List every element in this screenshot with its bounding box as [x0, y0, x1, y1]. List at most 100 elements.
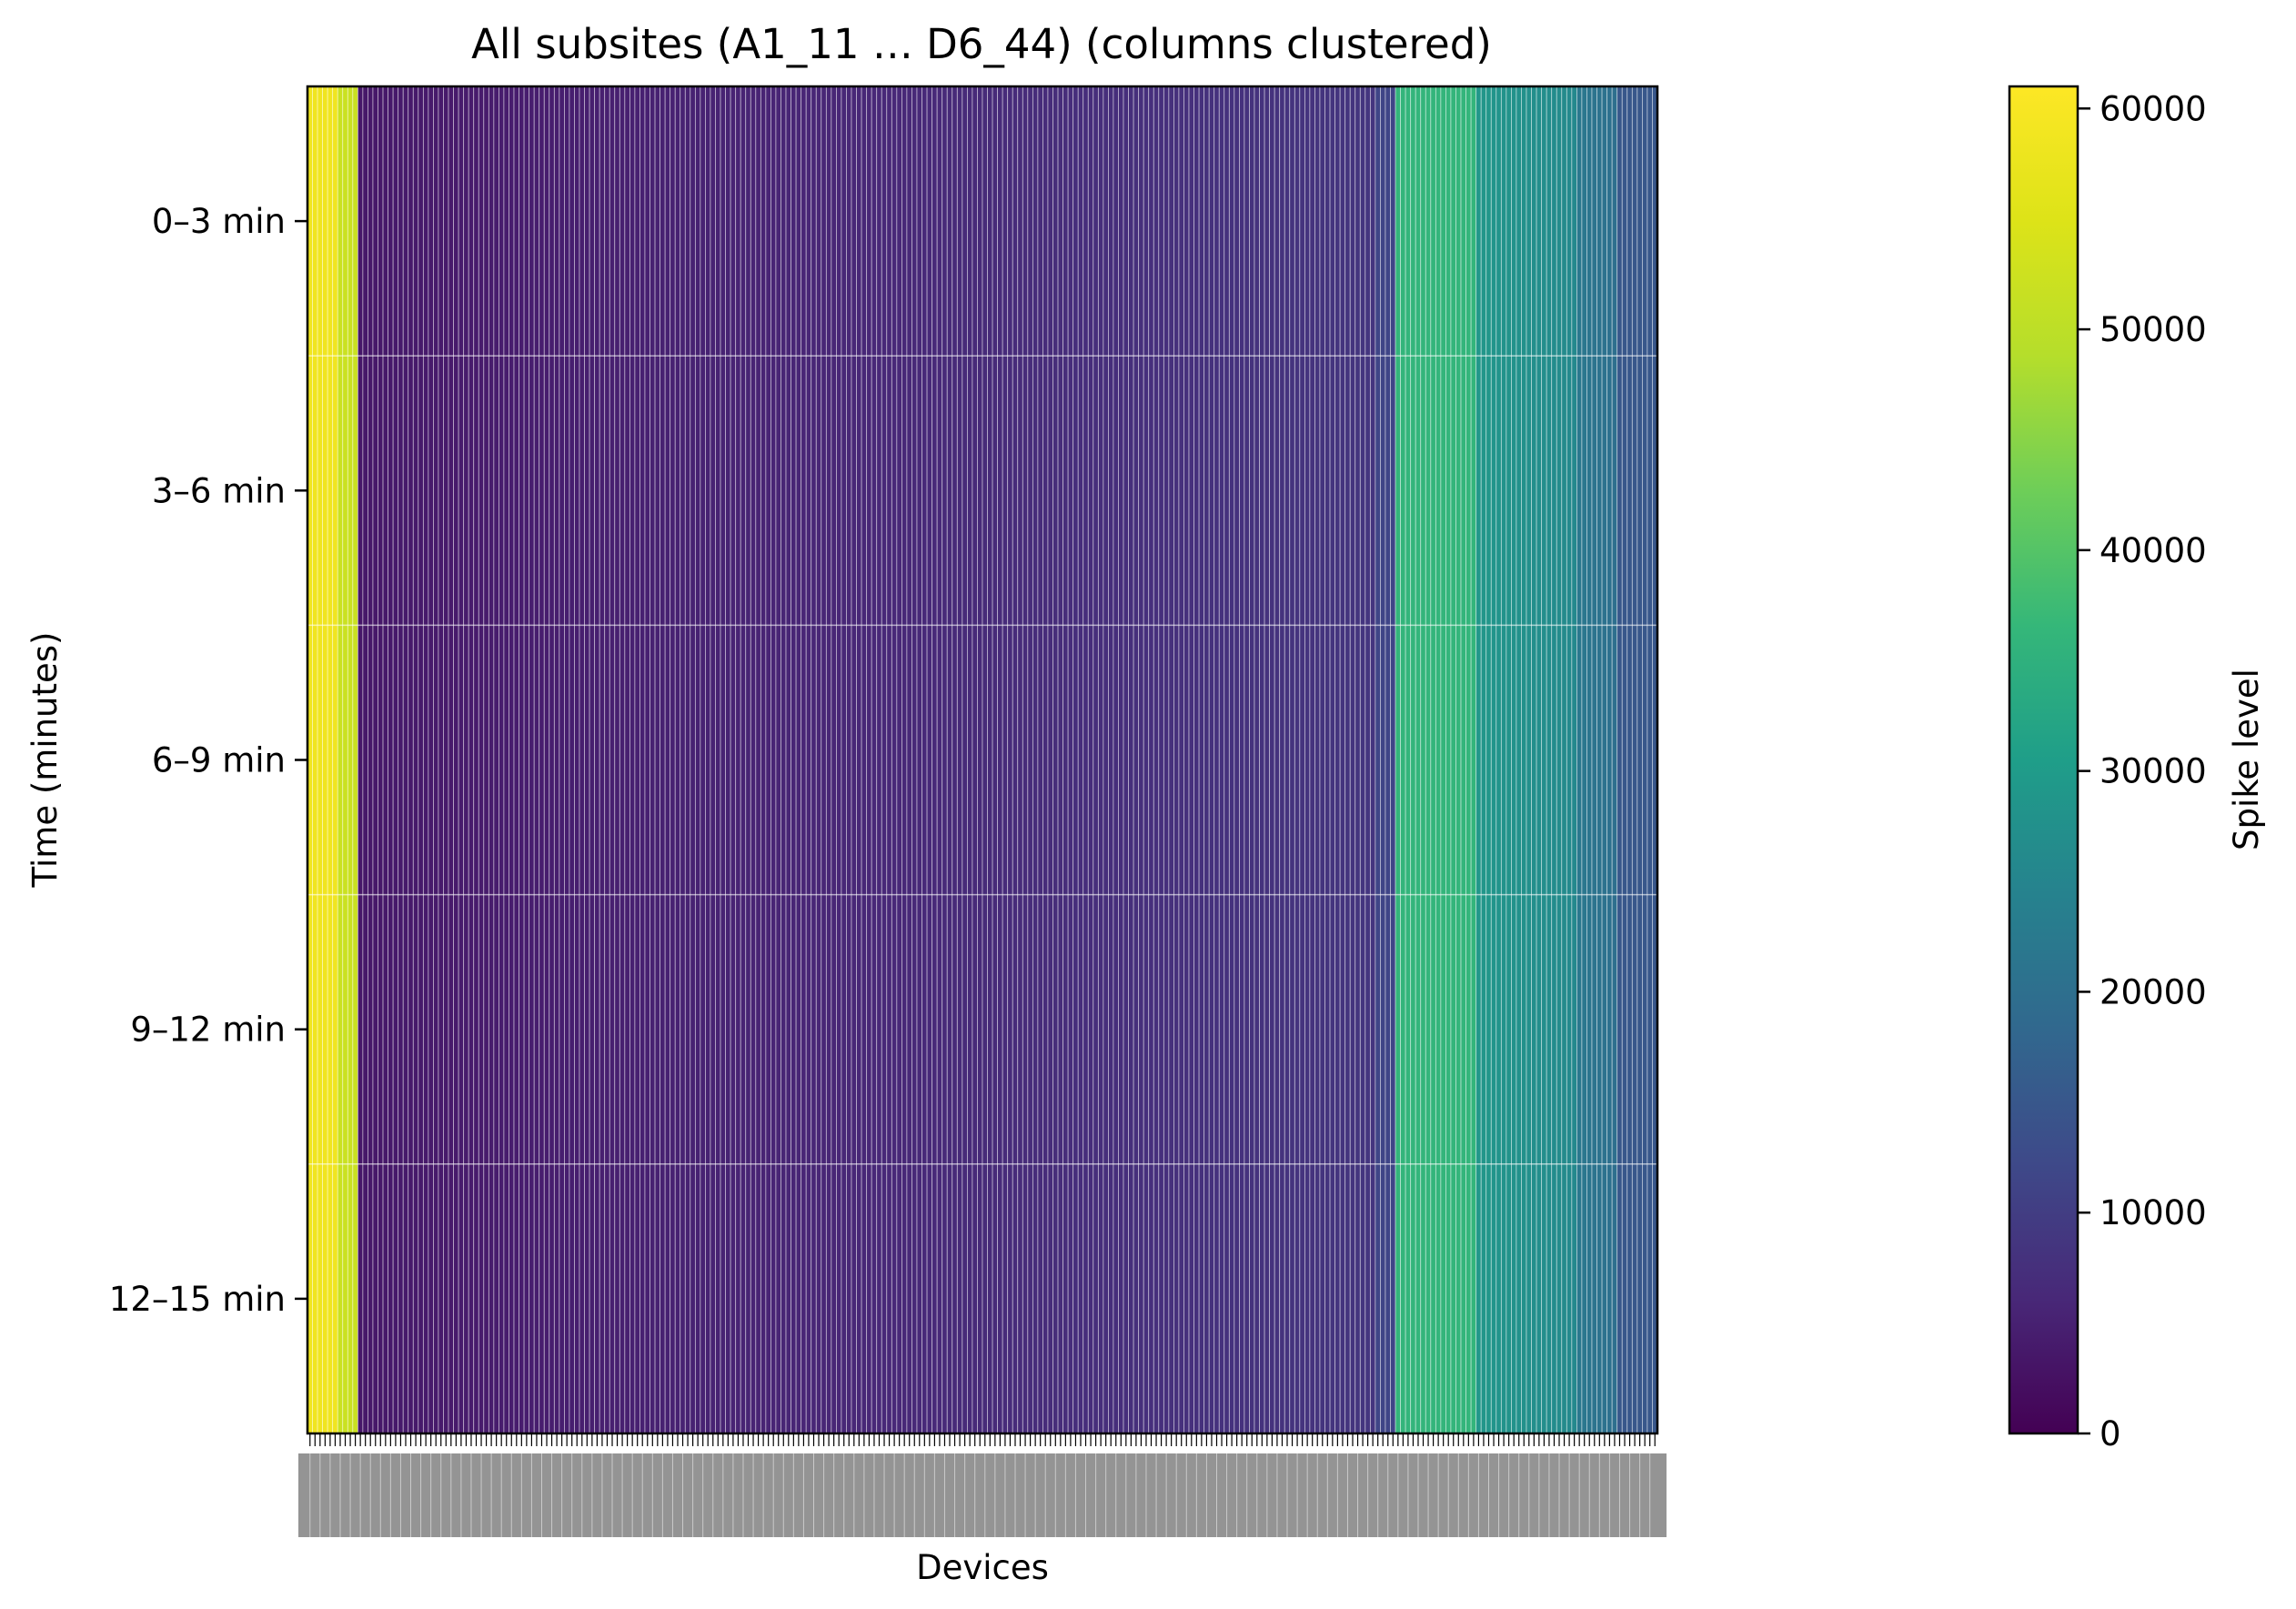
heatmap-column	[1254, 85, 1260, 1434]
heatmap-column	[589, 85, 596, 1434]
heatmap-column	[1375, 85, 1381, 1434]
heatmap-column	[1485, 85, 1492, 1434]
x-axis-label: Devices	[916, 1548, 1049, 1587]
heatmap-column	[1369, 85, 1376, 1434]
heatmap-column	[825, 85, 832, 1434]
heatmap-column	[1531, 85, 1537, 1434]
heatmap-column	[811, 85, 817, 1434]
heatmap-column	[1344, 85, 1351, 1434]
heatmap-column	[1349, 85, 1356, 1434]
heatmap-column	[564, 85, 570, 1434]
heatmap-column	[942, 85, 948, 1434]
heatmap-column	[559, 85, 565, 1434]
heatmap-column	[956, 85, 963, 1434]
heatmap-column	[1380, 85, 1386, 1434]
heatmap-column	[1415, 85, 1422, 1434]
heatmap-column	[755, 85, 761, 1434]
heatmap-column	[1470, 85, 1477, 1434]
heatmap-column	[992, 85, 999, 1434]
heatmap-column	[584, 85, 590, 1434]
heatmap-column	[664, 85, 671, 1434]
heatmap-column	[791, 85, 797, 1434]
colorbar	[2008, 85, 2079, 1435]
heatmap-column	[1536, 85, 1543, 1434]
heatmap-column	[715, 85, 721, 1434]
heatmap-column	[1037, 85, 1043, 1434]
heatmap-column	[372, 85, 378, 1434]
heatmap-column	[654, 85, 661, 1434]
heatmap-column	[770, 85, 777, 1434]
heatmap-column	[1052, 85, 1059, 1434]
heatmap-column	[529, 85, 535, 1434]
heatmap-column	[740, 85, 747, 1434]
heatmap-column	[1294, 85, 1301, 1434]
heatmap-column	[866, 85, 872, 1434]
heatmap-column	[1244, 85, 1250, 1434]
heatmap-column	[1042, 85, 1049, 1434]
heatmap-column	[1616, 85, 1623, 1434]
heatmap-column	[1193, 85, 1200, 1434]
heatmap-column	[1339, 85, 1346, 1434]
heatmap-column	[1178, 85, 1184, 1434]
heatmap-column	[836, 85, 842, 1434]
heatmap-column	[1314, 85, 1321, 1434]
heatmap-column	[422, 85, 429, 1434]
heatmap-column	[604, 85, 610, 1434]
heatmap-column	[1611, 85, 1618, 1434]
heatmap-column	[1395, 85, 1401, 1434]
heatmap-column	[660, 85, 666, 1434]
heatmap-column	[1480, 85, 1487, 1434]
heatmap-column	[1455, 85, 1462, 1434]
heatmap-column	[1234, 85, 1240, 1434]
heatmap-column	[1410, 85, 1416, 1434]
colorbar-tick-label: 60000	[2100, 89, 2207, 128]
heatmap-column	[629, 85, 636, 1434]
heatmap-column	[851, 85, 857, 1434]
heatmap-column	[1188, 85, 1194, 1434]
heatmap-column	[1047, 85, 1053, 1434]
heatmap-column	[896, 85, 902, 1434]
heatmap-column	[1284, 85, 1291, 1434]
heatmap-column	[962, 85, 968, 1434]
y-tick-label: 3–6 min	[152, 471, 286, 510]
heatmap-column	[412, 85, 419, 1434]
heatmap-column	[388, 85, 394, 1434]
heatmap-column	[639, 85, 646, 1434]
heatmap-column	[458, 85, 465, 1434]
heatmap-column	[906, 85, 912, 1434]
heatmap-column	[1591, 85, 1597, 1434]
heatmap-column	[382, 85, 388, 1434]
heatmap-column	[357, 85, 364, 1434]
heatmap-column	[730, 85, 737, 1434]
heatmap-column	[1571, 85, 1577, 1434]
heatmap-column	[503, 85, 509, 1434]
colorbar-tick-label: 0	[2100, 1414, 2121, 1453]
heatmap-column	[1490, 85, 1497, 1434]
heatmap-column	[1158, 85, 1164, 1434]
heatmap-column	[498, 85, 505, 1434]
heatmap-column	[1269, 85, 1275, 1434]
heatmap-column	[1505, 85, 1512, 1434]
heatmap-column	[705, 85, 711, 1434]
heatmap-column	[1606, 85, 1613, 1434]
heatmap-column	[1516, 85, 1522, 1434]
heatmap-column	[1511, 85, 1517, 1434]
colorbar-tick-label: 30000	[2100, 752, 2207, 791]
heatmap-column	[670, 85, 676, 1434]
colorbar-tick-label: 10000	[2100, 1193, 2207, 1232]
heatmap-column	[881, 85, 888, 1434]
heatmap-column	[1022, 85, 1029, 1434]
heatmap-column	[801, 85, 807, 1434]
heatmap-column	[1576, 85, 1583, 1434]
heatmap-column	[1173, 85, 1180, 1434]
heatmap-column	[1218, 85, 1225, 1434]
heatmap-column	[347, 85, 354, 1434]
heatmap-column	[750, 85, 757, 1434]
heatmap-column	[1133, 85, 1140, 1434]
heatmap-column	[1400, 85, 1406, 1434]
heatmap-column	[1365, 85, 1371, 1434]
heatmap-column	[594, 85, 600, 1434]
heatmap-column	[1083, 85, 1089, 1434]
heatmap-column	[322, 85, 328, 1434]
